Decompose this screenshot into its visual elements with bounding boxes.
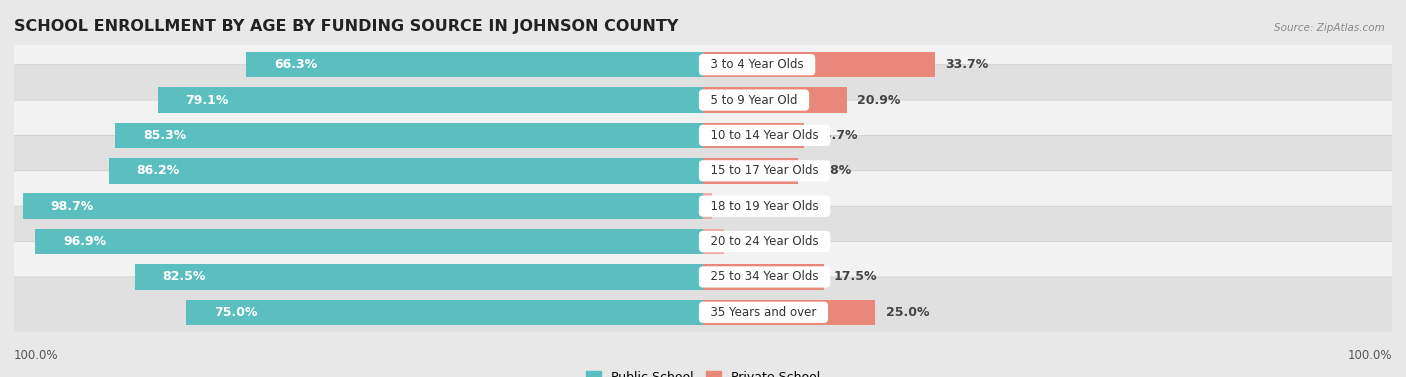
Text: 75.0%: 75.0% xyxy=(214,306,257,319)
Bar xyxy=(135,264,703,290)
Text: 85.3%: 85.3% xyxy=(143,129,186,142)
Text: 98.7%: 98.7% xyxy=(51,200,94,213)
Bar xyxy=(110,158,703,184)
Bar xyxy=(703,52,935,77)
Bar xyxy=(22,193,703,219)
Bar xyxy=(157,87,703,113)
Text: SCHOOL ENROLLMENT BY AGE BY FUNDING SOURCE IN JOHNSON COUNTY: SCHOOL ENROLLMENT BY AGE BY FUNDING SOUR… xyxy=(14,19,679,34)
Text: 96.9%: 96.9% xyxy=(63,235,105,248)
Text: 20.9%: 20.9% xyxy=(858,93,901,107)
Bar xyxy=(703,264,824,290)
Text: 82.5%: 82.5% xyxy=(162,270,205,284)
Text: 1.3%: 1.3% xyxy=(723,200,756,213)
Text: 25.0%: 25.0% xyxy=(886,306,929,319)
Text: 86.2%: 86.2% xyxy=(136,164,180,177)
Text: 3.1%: 3.1% xyxy=(735,235,769,248)
FancyBboxPatch shape xyxy=(11,277,1395,348)
Bar xyxy=(246,52,703,77)
Text: 35 Years and over: 35 Years and over xyxy=(703,306,824,319)
FancyBboxPatch shape xyxy=(11,242,1395,312)
Text: Source: ZipAtlas.com: Source: ZipAtlas.com xyxy=(1274,23,1385,33)
FancyBboxPatch shape xyxy=(11,29,1395,100)
FancyBboxPatch shape xyxy=(11,100,1395,171)
FancyBboxPatch shape xyxy=(11,171,1395,242)
FancyBboxPatch shape xyxy=(11,206,1395,277)
Text: 5 to 9 Year Old: 5 to 9 Year Old xyxy=(703,93,806,107)
Text: 10 to 14 Year Olds: 10 to 14 Year Olds xyxy=(703,129,827,142)
Bar xyxy=(186,300,703,325)
Text: 17.5%: 17.5% xyxy=(834,270,877,284)
Text: 18 to 19 Year Olds: 18 to 19 Year Olds xyxy=(703,200,827,213)
Text: 15 to 17 Year Olds: 15 to 17 Year Olds xyxy=(703,164,827,177)
Bar xyxy=(703,229,724,254)
Legend: Public School, Private School: Public School, Private School xyxy=(581,366,825,377)
Bar xyxy=(115,123,703,148)
Text: 100.0%: 100.0% xyxy=(1347,349,1392,362)
Text: 13.8%: 13.8% xyxy=(808,164,852,177)
Bar xyxy=(703,123,804,148)
FancyBboxPatch shape xyxy=(11,65,1395,135)
Text: 14.7%: 14.7% xyxy=(814,129,858,142)
Text: 20 to 24 Year Olds: 20 to 24 Year Olds xyxy=(703,235,827,248)
Text: 33.7%: 33.7% xyxy=(945,58,988,71)
Bar xyxy=(703,87,846,113)
Text: 66.3%: 66.3% xyxy=(274,58,316,71)
Text: 79.1%: 79.1% xyxy=(186,93,229,107)
Bar xyxy=(703,193,711,219)
Bar xyxy=(35,229,703,254)
Text: 25 to 34 Year Olds: 25 to 34 Year Olds xyxy=(703,270,825,284)
Bar xyxy=(703,158,799,184)
Text: 3 to 4 Year Olds: 3 to 4 Year Olds xyxy=(703,58,811,71)
Bar xyxy=(703,300,875,325)
FancyBboxPatch shape xyxy=(11,135,1395,206)
Text: 100.0%: 100.0% xyxy=(14,349,59,362)
